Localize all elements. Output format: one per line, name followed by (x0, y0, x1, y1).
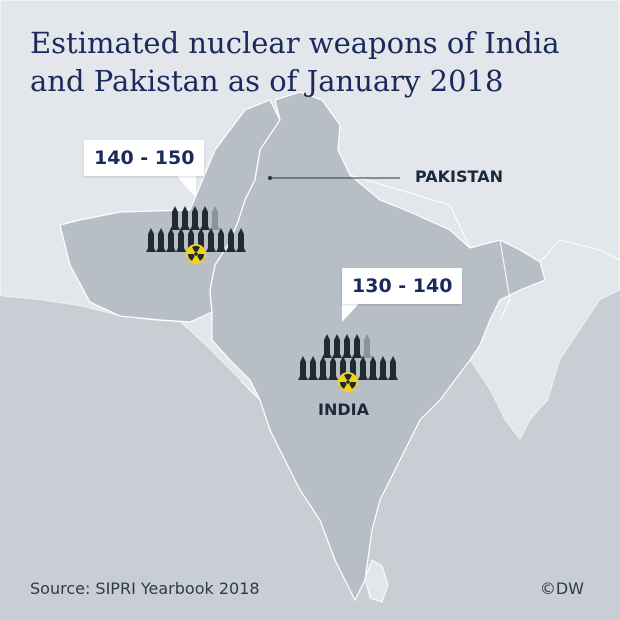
neighbour-borders (349, 174, 620, 321)
arabian-sea (0, 296, 360, 620)
radiation-icon (338, 372, 358, 392)
source-note: Source: SIPRI Yearbook 2018 (30, 579, 260, 598)
missile-icon (368, 356, 378, 380)
missile-icon (216, 228, 226, 252)
missile-icon (322, 334, 332, 358)
missile-icon (156, 228, 166, 252)
map-title: Estimated nuclear weapons of India and P… (30, 26, 560, 98)
missile-icon (180, 206, 190, 230)
missile-icon (308, 356, 318, 380)
missile-icon (206, 228, 216, 252)
missile-icon (388, 356, 398, 380)
missile-icon (236, 228, 246, 252)
india-shape (209, 91, 546, 602)
missile-icon (166, 228, 176, 252)
missile-icon (332, 334, 342, 358)
credit: ©DW (539, 579, 584, 598)
missile-icon (170, 206, 180, 230)
pakistan-leader-dot (268, 176, 272, 180)
missile-icon (342, 334, 352, 358)
radiation-icon (186, 244, 206, 264)
missile-icon (318, 356, 328, 380)
pakistan-warhead-count: 140 - 150 (84, 140, 205, 176)
missile-icon (200, 206, 210, 230)
india-arsenal (298, 334, 398, 392)
missile-icon (298, 356, 308, 380)
bay-of-bengal (372, 290, 620, 620)
pakistan-label: PAKISTAN (415, 167, 503, 186)
missile-icon (358, 356, 368, 380)
pakistan-arsenal (146, 206, 246, 264)
missile-icon (378, 356, 388, 380)
missile-icon (362, 334, 372, 358)
missile-icon (146, 228, 156, 252)
india-warhead-count: 130 - 140 (342, 268, 463, 304)
missile-icon (352, 334, 362, 358)
missile-icon (226, 228, 236, 252)
missile-icon (176, 228, 186, 252)
india-label: INDIA (318, 400, 369, 419)
missile-icon (210, 206, 220, 230)
missile-icon (190, 206, 200, 230)
missile-icon (328, 356, 338, 380)
